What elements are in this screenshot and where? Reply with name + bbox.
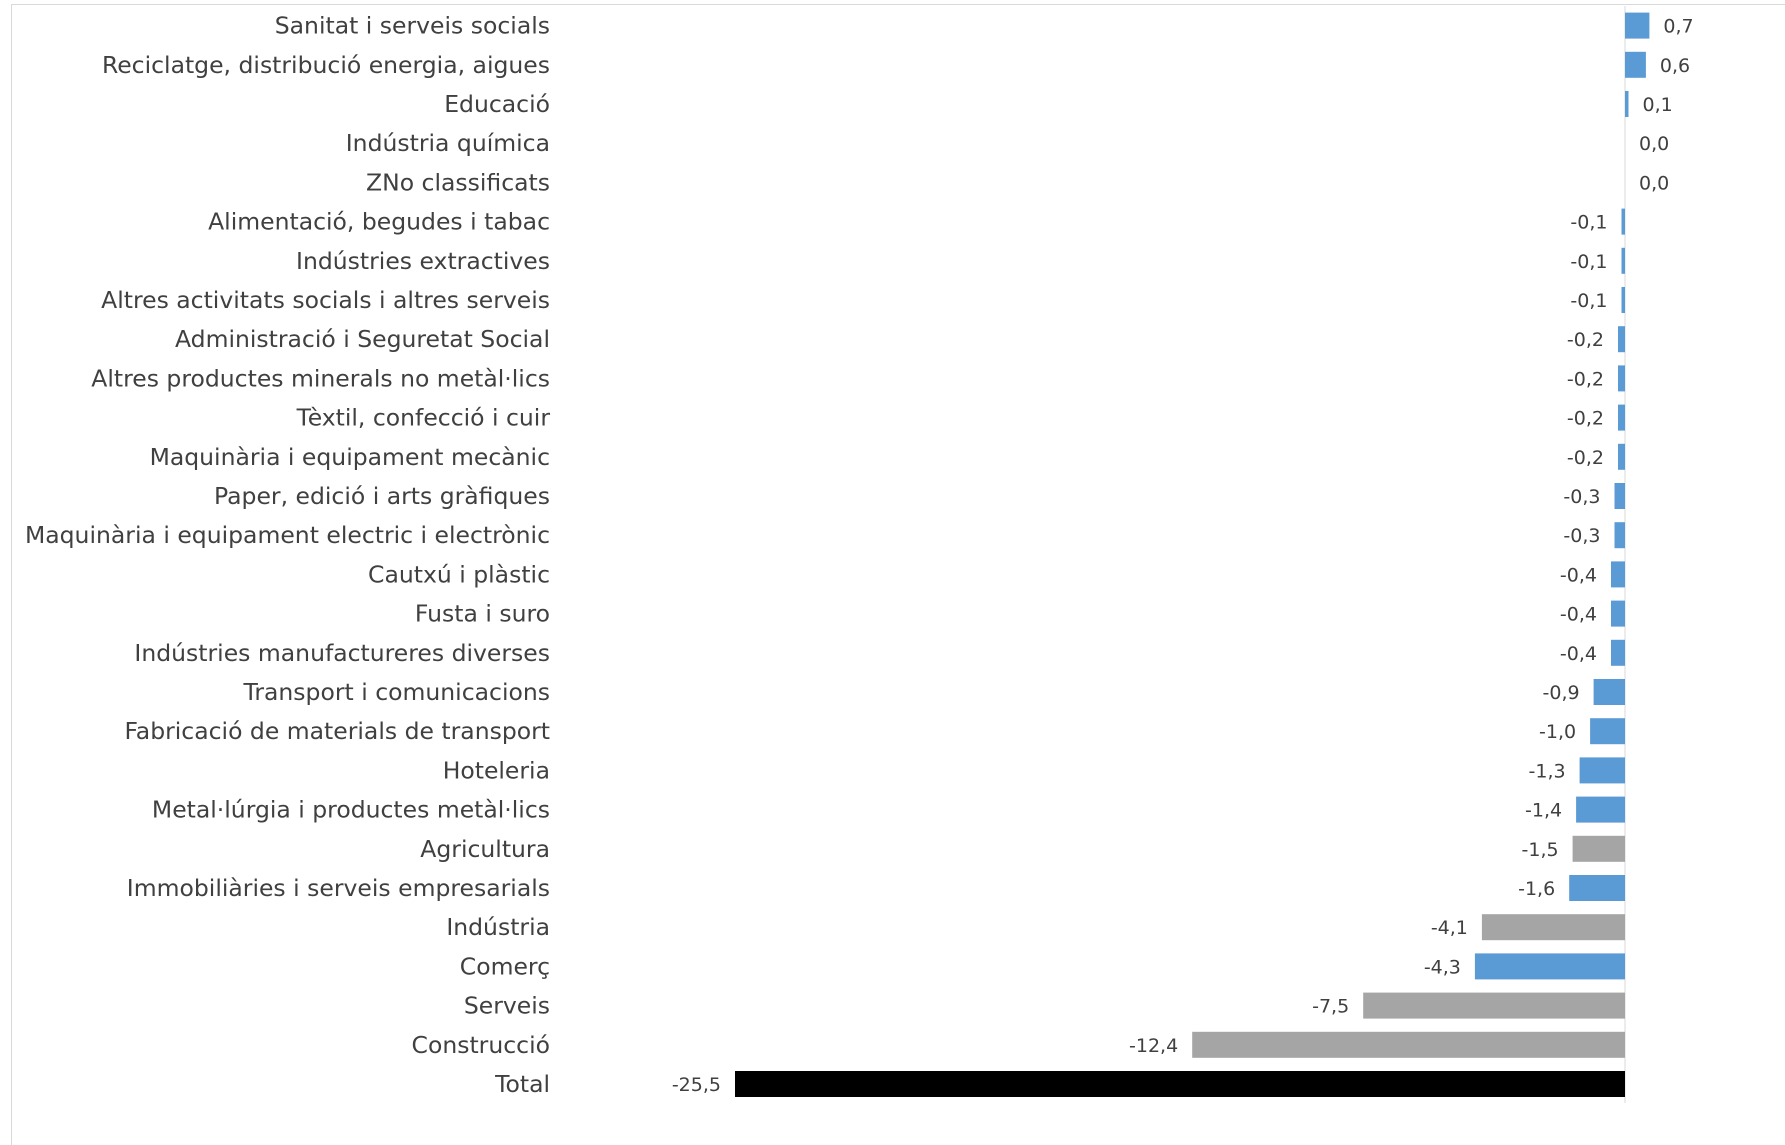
bar xyxy=(1593,679,1625,705)
data-label: -4,1 xyxy=(1431,917,1468,939)
category-label: Altres activitats socials i altres serve… xyxy=(101,286,550,314)
category-label: Maquinària i equipament mecànic xyxy=(150,443,550,471)
bar xyxy=(1572,835,1625,862)
category-label: Construcció xyxy=(412,1031,550,1059)
data-label: -0,3 xyxy=(1563,486,1600,508)
bar xyxy=(1192,1031,1625,1058)
data-label: -0,9 xyxy=(1543,682,1580,704)
bar xyxy=(1618,443,1625,470)
category-label: Comerç xyxy=(460,952,550,980)
data-label: -0,2 xyxy=(1567,368,1604,390)
data-label: 0,0 xyxy=(1639,172,1669,194)
bar xyxy=(1618,365,1625,392)
category-label: Paper, edició i arts gràfiques xyxy=(214,482,550,510)
data-label: 0,7 xyxy=(1663,16,1693,38)
bar xyxy=(1363,992,1625,1019)
category-label: Agricultura xyxy=(420,835,550,863)
bar xyxy=(1618,404,1625,431)
bar xyxy=(1625,12,1650,39)
bar xyxy=(1611,561,1625,588)
data-label: -0,1 xyxy=(1570,290,1607,312)
bar xyxy=(1611,600,1625,627)
bar xyxy=(1625,51,1646,78)
category-label: Educació xyxy=(444,90,550,118)
category-label: Indústria xyxy=(446,913,550,941)
bar xyxy=(735,1071,1625,1097)
data-label: -1,6 xyxy=(1518,878,1555,900)
bar xyxy=(1474,953,1625,980)
bar xyxy=(1618,326,1625,353)
data-label: -1,0 xyxy=(1539,721,1576,743)
data-label: -0,2 xyxy=(1567,447,1604,469)
bar xyxy=(1625,91,1629,117)
category-label: Metal·lúrgia i productes metàl·lics xyxy=(152,796,550,824)
data-label: -0,1 xyxy=(1570,251,1607,273)
category-label: Immobiliàries i serveis empresarials xyxy=(127,874,550,902)
category-label: Fabricació de materials de transport xyxy=(124,717,550,745)
bar xyxy=(1579,757,1625,784)
data-label: -4,3 xyxy=(1424,956,1461,978)
data-label: -12,4 xyxy=(1129,1035,1178,1057)
data-label: -0,3 xyxy=(1563,525,1600,547)
category-label: Altres productes minerals no metàl·lics xyxy=(91,364,550,392)
category-label: Cautxú i plàstic xyxy=(368,560,550,588)
category-label: Hoteleria xyxy=(443,756,550,784)
data-label: 0,6 xyxy=(1660,55,1690,77)
category-label: Indústries manufactureres diverses xyxy=(134,639,550,667)
category-label: Reciclatge, distribució energia, aigues xyxy=(102,51,550,79)
bar xyxy=(1614,522,1625,549)
category-label: Indústria química xyxy=(346,129,550,157)
bar xyxy=(1481,914,1625,941)
data-label: -1,4 xyxy=(1525,800,1562,822)
bar xyxy=(1569,875,1625,901)
category-label: Administració i Seguretat Social xyxy=(175,325,550,353)
bar xyxy=(1590,718,1625,745)
data-label: -0,2 xyxy=(1567,329,1604,351)
data-label: -7,5 xyxy=(1312,996,1349,1018)
category-label: Alimentació, begudes i tabac xyxy=(208,208,550,236)
data-label: -0,4 xyxy=(1560,604,1597,626)
category-label: Tèxtil, confecció i cuir xyxy=(296,404,551,432)
data-label: -0,4 xyxy=(1560,564,1597,586)
data-label: -0,4 xyxy=(1560,643,1597,665)
data-label: 0,1 xyxy=(1643,94,1673,116)
category-label: Indústries extractives xyxy=(296,247,550,275)
category-label: Sanitat i serveis socials xyxy=(275,12,550,40)
category-label: Total xyxy=(494,1070,550,1098)
chart-frame xyxy=(11,4,1785,1145)
category-label: ZNo classificats xyxy=(366,168,550,196)
data-label: -0,2 xyxy=(1567,408,1604,430)
bar xyxy=(1611,639,1625,666)
category-label: Maquinària i equipament electric i elect… xyxy=(25,521,550,549)
bar xyxy=(1576,796,1625,823)
category-label: Fusta i suro xyxy=(415,600,550,628)
category-label: Serveis xyxy=(464,992,550,1020)
bar xyxy=(1621,208,1625,235)
bar xyxy=(1621,287,1625,313)
data-label: -25,5 xyxy=(672,1074,721,1096)
data-label: 0,0 xyxy=(1639,133,1669,155)
bar xyxy=(1621,247,1625,274)
data-label: -0,1 xyxy=(1570,212,1607,234)
data-label: -1,5 xyxy=(1522,839,1559,861)
bar xyxy=(1614,483,1625,509)
data-label: -1,3 xyxy=(1529,760,1566,782)
category-label: Transport i comunicacions xyxy=(242,678,550,706)
